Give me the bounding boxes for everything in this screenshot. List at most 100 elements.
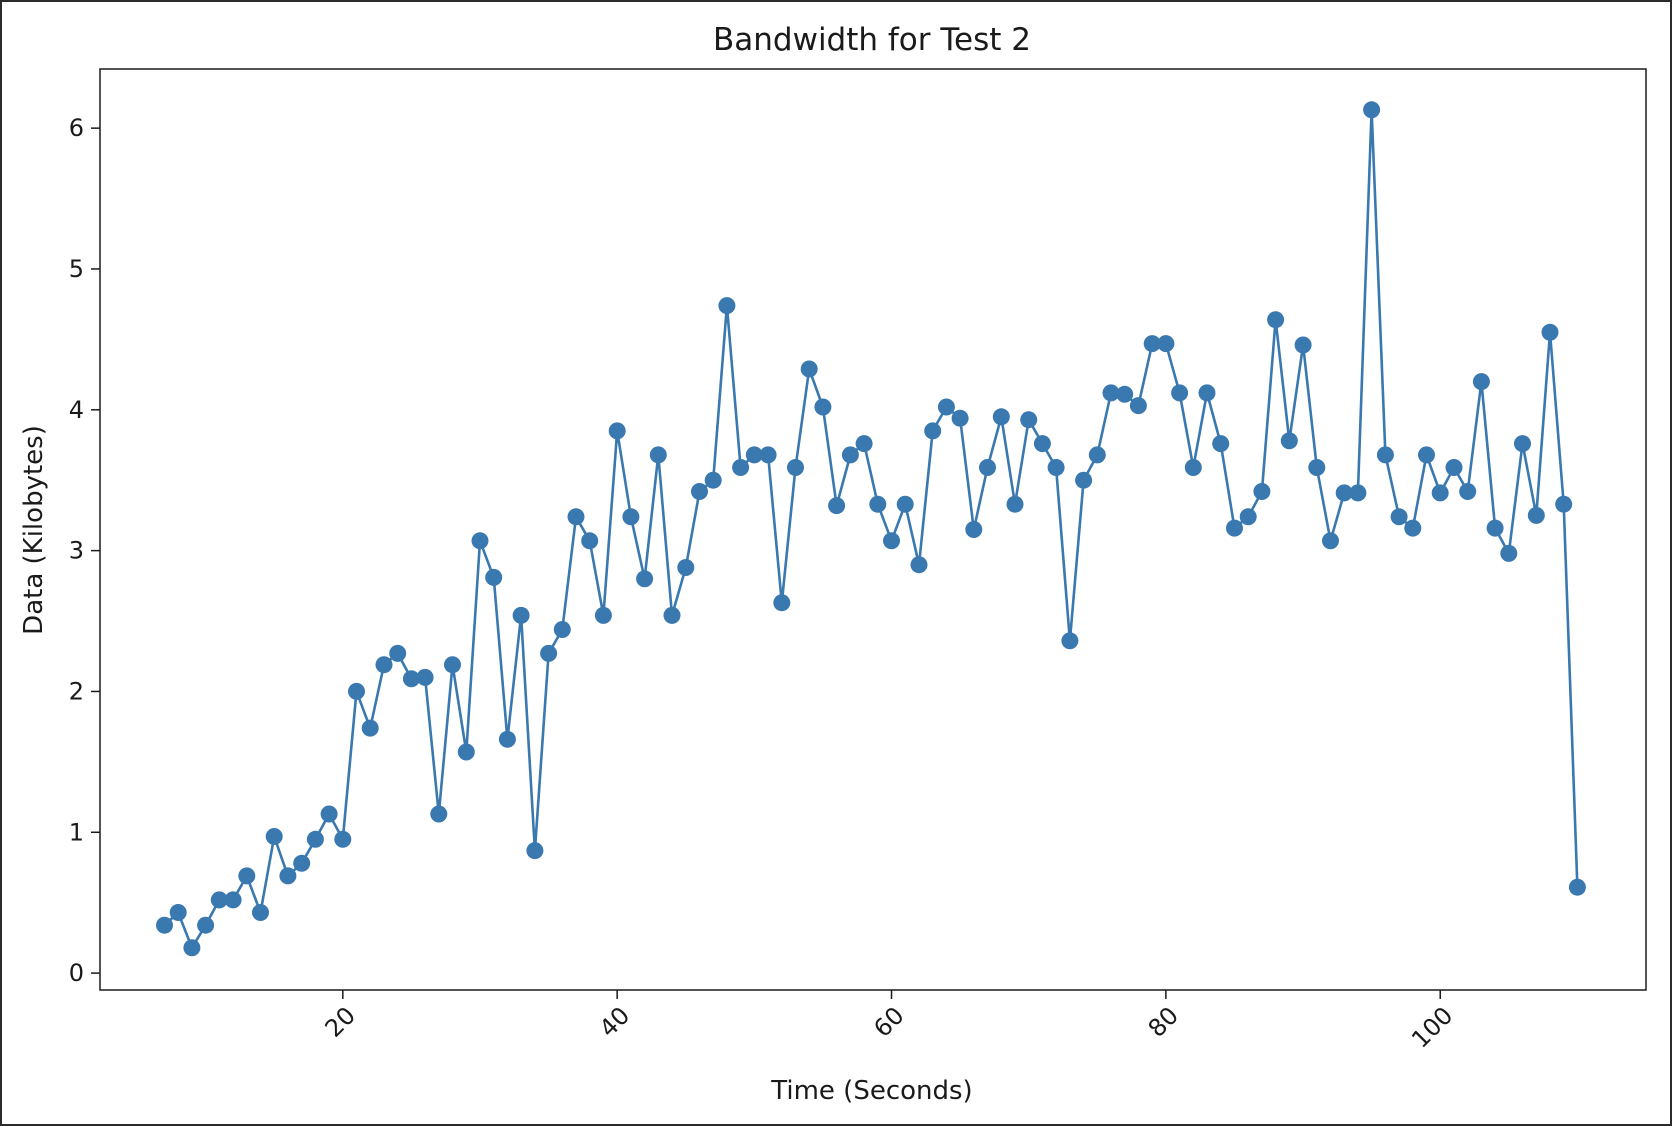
data-point bbox=[732, 459, 750, 476]
data-point bbox=[1541, 323, 1559, 341]
data-point bbox=[594, 606, 612, 624]
chart-title: Bandwidth for Test 2 bbox=[713, 22, 1031, 58]
data-point bbox=[841, 446, 859, 464]
y-tick-label: 5 bbox=[69, 255, 84, 283]
data-point bbox=[800, 360, 818, 378]
data-point bbox=[224, 891, 242, 909]
data-point bbox=[526, 842, 544, 860]
data-point bbox=[416, 668, 434, 686]
y-axis-label: Data (Kilobytes) bbox=[19, 425, 49, 635]
data-series bbox=[156, 101, 1586, 957]
x-axis-label: Time (Seconds) bbox=[770, 1076, 972, 1106]
data-point bbox=[1020, 411, 1038, 429]
data-point bbox=[389, 644, 407, 662]
data-point bbox=[1404, 519, 1422, 537]
data-point bbox=[1171, 384, 1189, 402]
data-point bbox=[1075, 471, 1093, 489]
data-point bbox=[498, 730, 516, 748]
data-point bbox=[951, 409, 969, 427]
data-point bbox=[992, 408, 1010, 426]
data-point bbox=[1061, 632, 1079, 650]
data-point bbox=[1033, 435, 1051, 453]
data-point bbox=[1445, 459, 1463, 476]
data-point bbox=[265, 828, 283, 845]
data-point bbox=[663, 606, 681, 624]
data-point bbox=[553, 621, 571, 638]
x-tick-label: 100 bbox=[1406, 1001, 1458, 1053]
data-point bbox=[293, 854, 311, 872]
data-point bbox=[471, 532, 489, 550]
data-point bbox=[965, 521, 983, 538]
y-tick-label: 6 bbox=[69, 114, 84, 142]
data-point bbox=[1253, 483, 1271, 500]
data-point bbox=[1239, 508, 1257, 526]
data-point bbox=[238, 867, 256, 885]
data-point bbox=[375, 656, 393, 674]
data-point bbox=[1486, 519, 1504, 537]
data-point bbox=[1006, 495, 1024, 513]
data-point bbox=[512, 606, 530, 624]
data-point bbox=[581, 532, 599, 550]
data-point bbox=[430, 805, 448, 823]
axis-ticks: 20 40 60 80 100 0 1 2 3 4 5 6 bbox=[69, 114, 1459, 1053]
x-tick-label: 80 bbox=[1143, 1001, 1184, 1042]
data-point bbox=[1555, 495, 1573, 513]
data-point bbox=[608, 422, 626, 440]
data-point bbox=[787, 459, 804, 476]
data-point bbox=[1335, 484, 1353, 502]
data-point bbox=[1472, 373, 1490, 391]
y-tick-label: 2 bbox=[69, 677, 84, 705]
data-point bbox=[718, 297, 736, 315]
data-point bbox=[1500, 544, 1518, 562]
data-point bbox=[869, 495, 887, 513]
data-point bbox=[855, 435, 873, 453]
data-point bbox=[814, 398, 832, 416]
data-point bbox=[1116, 385, 1134, 403]
data-point bbox=[1294, 336, 1312, 354]
data-point bbox=[704, 471, 722, 489]
y-tick-label: 1 bbox=[69, 818, 84, 846]
data-point bbox=[540, 644, 558, 662]
data-point bbox=[348, 682, 365, 700]
data-point bbox=[197, 916, 215, 934]
data-point bbox=[1390, 508, 1408, 526]
y-tick-label: 4 bbox=[69, 396, 84, 424]
data-point bbox=[183, 939, 201, 957]
data-point bbox=[444, 656, 461, 674]
data-point bbox=[567, 508, 585, 526]
data-point bbox=[1514, 435, 1531, 453]
series-line bbox=[163, 108, 1579, 950]
data-point bbox=[169, 904, 187, 921]
data-point bbox=[279, 867, 297, 885]
x-tick-label: 20 bbox=[320, 1001, 361, 1042]
data-point bbox=[1308, 459, 1326, 476]
data-point bbox=[1280, 432, 1298, 450]
data-point bbox=[649, 446, 667, 464]
data-point bbox=[1226, 519, 1243, 537]
data-point bbox=[306, 830, 324, 848]
data-point bbox=[1129, 397, 1147, 415]
data-point bbox=[1363, 101, 1381, 119]
x-tick-label: 60 bbox=[868, 1001, 909, 1042]
data-point bbox=[1568, 878, 1586, 896]
data-point bbox=[1267, 311, 1285, 329]
data-point bbox=[1376, 446, 1394, 464]
plot-area bbox=[99, 68, 1647, 991]
data-point bbox=[1047, 459, 1065, 476]
data-point bbox=[691, 483, 708, 500]
x-tick-label: 40 bbox=[594, 1001, 635, 1042]
data-point bbox=[402, 670, 420, 688]
data-point bbox=[1349, 484, 1367, 502]
data-point bbox=[896, 495, 914, 513]
data-point bbox=[828, 497, 846, 515]
data-point bbox=[1459, 483, 1477, 500]
data-point bbox=[1157, 335, 1175, 353]
data-point bbox=[636, 570, 654, 588]
data-point bbox=[361, 719, 379, 737]
data-point bbox=[1198, 384, 1216, 402]
data-point bbox=[883, 532, 900, 550]
y-tick-label: 0 bbox=[69, 959, 84, 987]
data-point bbox=[320, 805, 338, 823]
data-point bbox=[979, 459, 996, 476]
